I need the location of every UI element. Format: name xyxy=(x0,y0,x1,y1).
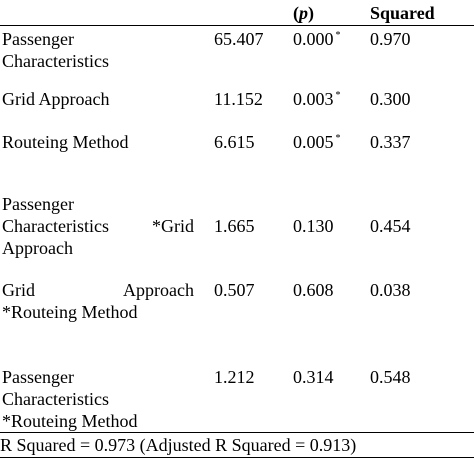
effect-line: Passenger xyxy=(2,194,74,214)
p-value-number: 0.130 xyxy=(293,216,334,236)
significance-star: * xyxy=(335,133,341,144)
f-value: 1.212 xyxy=(214,367,255,387)
effect-word: Characteristics xyxy=(2,216,109,236)
p-value: 0.005 * xyxy=(293,131,341,153)
eta-value: 0.337 xyxy=(370,132,411,152)
eta-value: 0.300 xyxy=(370,89,411,109)
p-value-number: 0.005 xyxy=(293,132,334,152)
effect-line: Routeing Method xyxy=(2,132,129,152)
effect-line: Grid Approach xyxy=(2,89,110,109)
f-value: 0.507 xyxy=(214,280,255,300)
effect-line: *Routeing Method xyxy=(2,411,138,431)
f-value: 6.615 xyxy=(214,132,255,152)
effect-line: Approach xyxy=(2,238,73,258)
f-value: 11.152 xyxy=(214,89,263,109)
header-p-open: ( xyxy=(293,3,299,23)
eta-value: 0.970 xyxy=(370,29,411,49)
eta-value: 0.548 xyxy=(370,367,411,387)
p-value: 0.000 * xyxy=(293,28,341,50)
header-p-close: ) xyxy=(308,3,314,23)
significance-star: * xyxy=(335,30,341,41)
p-value-number: 0.000 xyxy=(293,29,334,49)
header-squared: Squared xyxy=(370,3,435,23)
effect-line: *Routeing Method xyxy=(2,302,138,322)
effect-grid-x-routeing: Grid Approach *Routeing Method xyxy=(2,279,194,323)
effect-routeing-method: Routeing Method xyxy=(2,131,194,153)
effect-line-justified: Characteristics *Grid xyxy=(2,215,194,237)
effect-line: Passenger xyxy=(2,367,74,387)
header-p-letter: p xyxy=(299,3,308,23)
footer-rule-top xyxy=(0,432,474,433)
effect-line: Passenger xyxy=(2,29,74,49)
header-p: (p) xyxy=(293,2,314,24)
f-value: 1.665 xyxy=(214,216,255,236)
effect-word: *Grid xyxy=(152,216,194,236)
effect-grid-approach: Grid Approach xyxy=(2,88,194,110)
header-rule xyxy=(0,25,474,26)
effect-word: Grid xyxy=(2,280,35,300)
p-value: 0.130 xyxy=(293,215,334,237)
footer-rule-bottom xyxy=(0,457,474,458)
eta-value: 0.454 xyxy=(370,216,411,236)
p-value-number: 0.003 xyxy=(293,89,334,109)
f-value: 65.407 xyxy=(214,29,264,49)
p-value: 0.314 xyxy=(293,366,334,388)
effect-line-justified: Grid Approach xyxy=(2,279,194,301)
effect-passenger-x-routeing: Passenger Characteristics *Routeing Meth… xyxy=(2,366,194,432)
effect-passenger-characteristics: Passenger Characteristics xyxy=(2,28,194,72)
r-squared-note: R Squared = 0.973 (Adjusted R Squared = … xyxy=(0,435,357,455)
eta-value: 0.038 xyxy=(370,280,411,300)
p-value-number: 0.608 xyxy=(293,280,334,300)
p-value-number: 0.314 xyxy=(293,367,334,387)
effect-line: Characteristics xyxy=(2,51,109,71)
effect-word: Approach xyxy=(123,280,194,300)
p-value: 0.003 * xyxy=(293,88,341,110)
effect-line: Characteristics xyxy=(2,389,109,409)
p-value: 0.608 xyxy=(293,279,334,301)
significance-star: * xyxy=(335,90,341,101)
effect-passenger-x-grid: Passenger Characteristics *Grid Approach xyxy=(2,193,194,259)
